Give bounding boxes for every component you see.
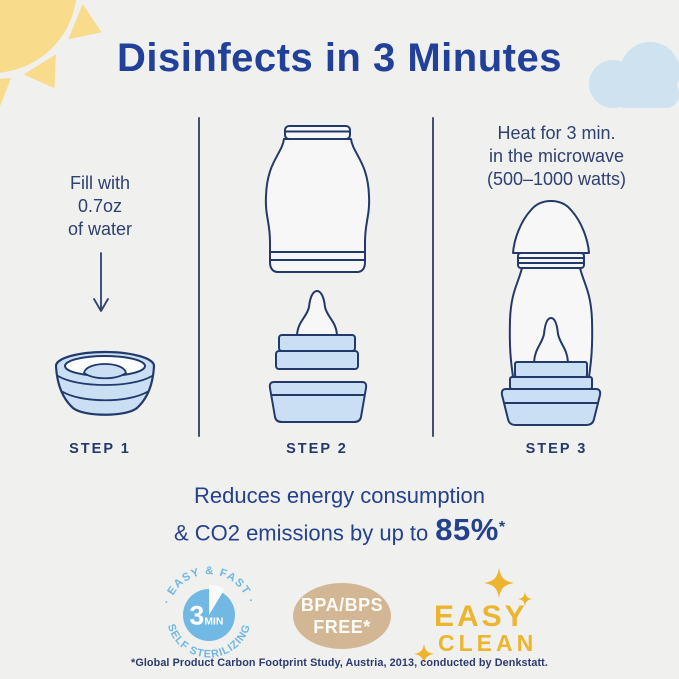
instruction-line: Heat for 3 min.	[497, 123, 616, 143]
footnote: *Global Product Carbon Footprint Study, …	[131, 657, 548, 669]
sterilizer-base-icon	[268, 381, 368, 423]
timer-unit: MIN	[204, 617, 223, 628]
step-3-label: STEP 3	[525, 441, 588, 457]
timer-value: 3MIN	[189, 601, 223, 631]
instruction-line: 0.7oz	[77, 196, 123, 216]
step-1-instruction: Fill with 0.7oz of water	[10, 172, 190, 241]
step-3-instruction: Heat for 3 min. in the microwave (500–10…	[434, 122, 679, 191]
benefit-asterisk: *	[498, 519, 506, 536]
step-divider	[198, 117, 200, 437]
sparkle-icon	[484, 568, 514, 598]
down-arrow-icon	[93, 252, 109, 312]
benefit-line-1: Reduces energy consumption	[193, 483, 486, 508]
instruction-line: Fill with	[69, 173, 130, 193]
easy-clean-badge: EASY CLEAN	[414, 566, 564, 670]
bpa-badge-line-1: BPA/BPS	[300, 595, 384, 615]
instruction-line: in the microwave	[488, 146, 625, 166]
benefit-line-2: & CO2 emissions by up to 85%*	[0, 511, 679, 550]
instruction-line: (500–1000 watts)	[486, 169, 627, 189]
page-title: Disinfects in 3 Minutes	[117, 36, 562, 80]
cloud-icon	[589, 42, 679, 108]
sparkle-icon	[518, 592, 532, 606]
easy-clean-line-2: CLEAN	[438, 630, 538, 656]
easy-clean-line-1: EASY	[434, 600, 528, 633]
assembled-bottle-icon	[500, 200, 602, 426]
bottle-body-icon	[264, 125, 371, 273]
benefit-statement: Reduces energy consumption & CO2 emissio…	[0, 483, 679, 550]
benefit-line-2-text: & CO2 emissions by up to	[173, 520, 429, 546]
instruction-line: of water	[67, 219, 133, 239]
benefit-highlight: 85%	[435, 512, 499, 548]
self-sterilizing-badge: 3MIN · EASY & FAST · SELF STERILIZING	[161, 565, 256, 660]
timer-number: 3	[189, 601, 204, 631]
bpa-badge-line-2: FREE*	[313, 617, 371, 637]
step-1-label: STEP 1	[69, 441, 131, 457]
step-divider	[432, 117, 434, 437]
sun-icon	[0, 0, 102, 106]
timer-wedge-icon	[209, 584, 225, 615]
nipple-ring-icon	[275, 290, 359, 370]
bpa-free-badge: BPA/BPS FREE*	[293, 583, 391, 649]
step-2-label: STEP 2	[286, 441, 348, 457]
sparkle-icon	[414, 644, 434, 664]
sterilizer-bowl-icon	[54, 350, 156, 416]
